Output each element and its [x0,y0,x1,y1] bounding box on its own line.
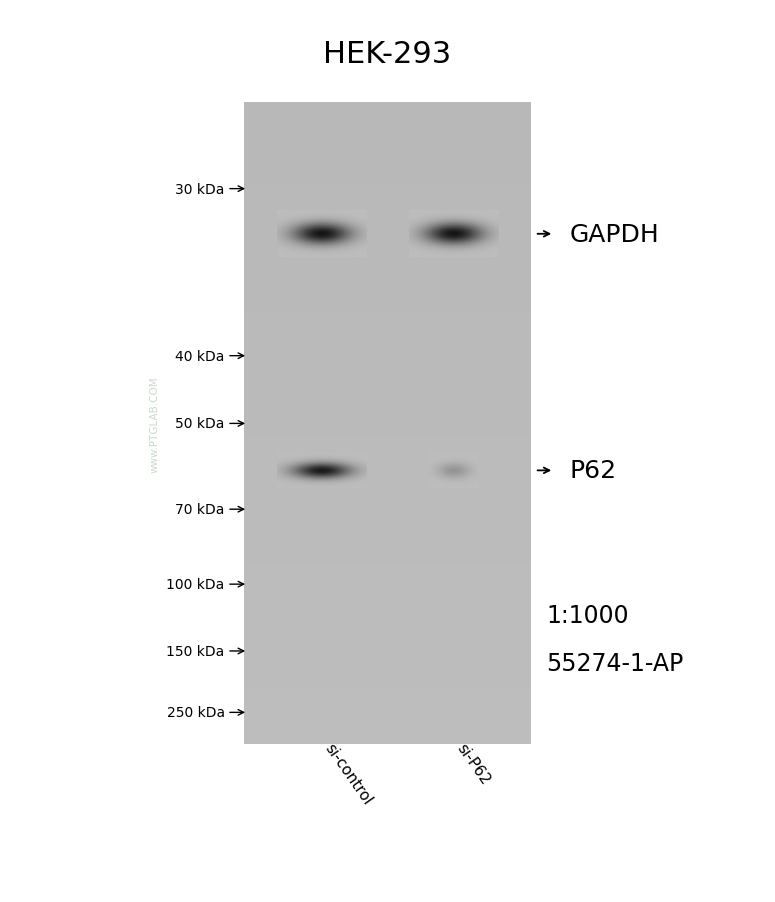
Text: HEK-293: HEK-293 [323,40,452,69]
Text: P62: P62 [570,459,617,483]
Text: 30 kDa: 30 kDa [175,182,225,197]
Text: 100 kDa: 100 kDa [167,577,225,592]
Text: 70 kDa: 70 kDa [175,502,225,517]
Text: si-P62: si-P62 [453,740,492,787]
Text: www.PTGLAB.COM: www.PTGLAB.COM [150,375,160,473]
Text: 250 kDa: 250 kDa [167,705,225,720]
Text: GAPDH: GAPDH [570,223,660,246]
Text: 1:1000: 1:1000 [546,603,629,627]
Text: si-control: si-control [322,740,374,806]
Text: 50 kDa: 50 kDa [175,417,225,431]
Text: 40 kDa: 40 kDa [175,349,225,364]
Text: 55274-1-AP: 55274-1-AP [546,651,684,675]
Text: 150 kDa: 150 kDa [167,644,225,658]
